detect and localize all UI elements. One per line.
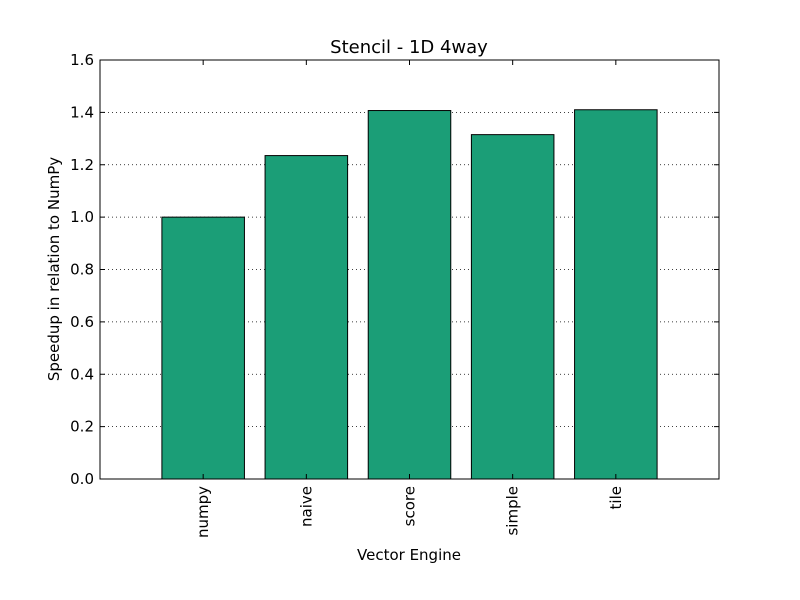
y-tick-label: 0.6 — [70, 313, 94, 331]
bar-tile — [574, 109, 658, 480]
x-axis-ticks: numpy naive score simple tile — [194, 60, 625, 538]
bar-naive — [264, 155, 349, 480]
x-tick-label: naive — [297, 486, 315, 527]
y-tick-label: 0.0 — [70, 470, 94, 488]
y-axis-label: Speedup in relation to NumPy — [45, 157, 63, 381]
y-tick-label: 1.6 — [70, 51, 94, 69]
x-tick-label: score — [401, 486, 419, 526]
x-tick-label: simple — [504, 486, 522, 536]
bar-score — [367, 110, 452, 480]
x-tick-label: numpy — [194, 486, 212, 538]
chart-title: Stencil - 1D 4way — [330, 37, 488, 58]
y-tick-label: 1.4 — [70, 103, 94, 121]
y-tick-label: 1.2 — [70, 156, 94, 174]
bar-simple — [470, 134, 555, 480]
bar-numpy — [161, 216, 245, 480]
y-tick-label: 0.4 — [70, 365, 94, 383]
y-tick-label: 0.8 — [70, 261, 94, 279]
y-tick-label: 1.0 — [70, 208, 94, 226]
bars — [161, 109, 658, 480]
x-axis-label: Vector Engine — [357, 546, 461, 564]
x-tick-label: tile — [607, 486, 625, 509]
y-axis-ticks: 0.0 0.2 0.4 0.6 0.8 1.0 1.2 1.4 1.6 — [70, 51, 719, 488]
y-tick-label: 0.2 — [70, 418, 94, 436]
